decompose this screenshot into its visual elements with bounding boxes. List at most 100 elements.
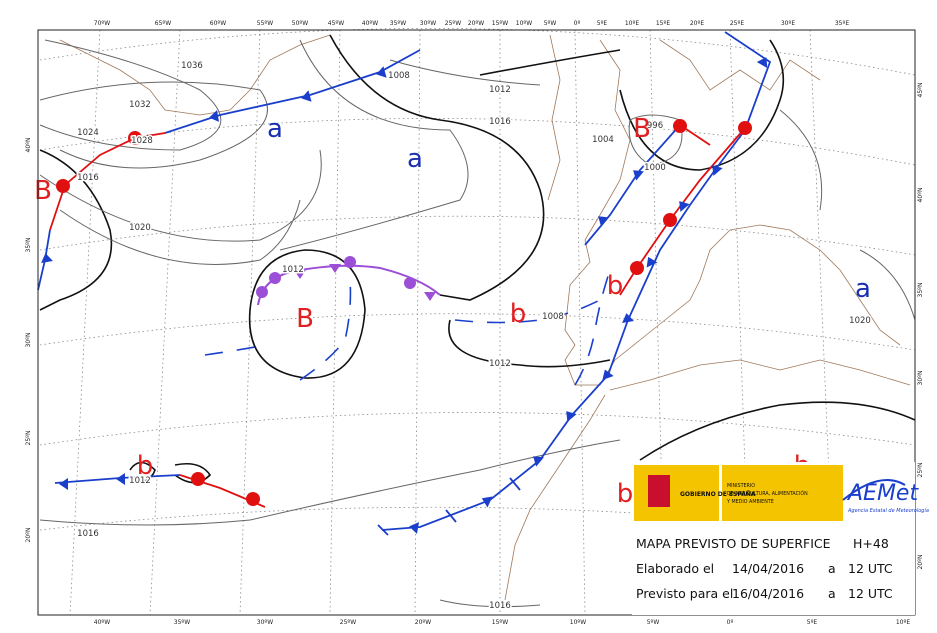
- lon-label: 60ºW: [210, 20, 226, 27]
- info-ministerio-3: Y MEDIO AMBIENTE: [726, 499, 774, 505]
- pressure-center: b: [137, 451, 154, 481]
- occluded-semicircle: [344, 256, 356, 268]
- cold-front-triangle: [602, 369, 614, 381]
- info-elaborado-time: 12 UTC: [848, 561, 893, 576]
- info-elaborado-a: a: [828, 561, 836, 576]
- isobar-label: 1036: [181, 61, 203, 71]
- pressure-center: a: [855, 274, 871, 304]
- cold-front-triangle: [59, 478, 68, 490]
- lon-label: 40ºW: [362, 20, 378, 27]
- info-ministerio-2: DE AGRICULTURA, ALIMENTACIÓN: [727, 490, 808, 497]
- cold-front-triangle: [598, 216, 609, 227]
- coat-of-arms: [648, 475, 670, 507]
- coastlines: [59, 34, 911, 601]
- info-previsto-date: 16/04/2016: [732, 586, 804, 601]
- cold-front-triangle: [712, 165, 723, 176]
- lon-label: 0º: [727, 619, 734, 626]
- cold-front-triangle: [409, 522, 420, 534]
- lon-label: 40ºW: [94, 619, 110, 626]
- lat-label: 30ºN: [917, 371, 924, 386]
- lon-label: 20ºW: [415, 619, 431, 626]
- lon-label: 35ºW: [174, 619, 190, 626]
- lon-label: 25ºE: [730, 20, 744, 27]
- info-title: MAPA PREVISTO DE SUPERFICE: [636, 536, 831, 551]
- isobar-label: 996: [647, 121, 663, 131]
- lon-label: 10ºW: [516, 20, 532, 27]
- lon-label: 10ºW: [570, 619, 586, 626]
- pressure-center: B: [34, 176, 52, 206]
- isobar-label: 1032: [129, 100, 151, 110]
- isobar-label: 1020: [849, 316, 871, 326]
- isobar-label: 1028: [131, 136, 153, 146]
- isobar-label: 1012: [489, 85, 511, 95]
- occluded-semicircle: [269, 272, 281, 284]
- isobar-label: 1008: [388, 71, 410, 81]
- lon-label: 65ºW: [155, 20, 171, 27]
- warm-front-semicircle: [663, 213, 677, 227]
- lon-label: 55ºW: [257, 20, 273, 27]
- cold-front-triangle: [301, 90, 312, 102]
- isobar-label: 1016: [77, 173, 99, 183]
- isobar-label: 1000: [644, 163, 666, 173]
- front-symbols: [41, 57, 768, 534]
- lat-label: 45ºN: [917, 83, 924, 98]
- info-previsto-label: Previsto para el: [636, 586, 733, 601]
- isobar-label: 1012: [282, 265, 304, 275]
- pressure-center: B: [296, 304, 314, 334]
- lat-label: 25ºN: [917, 463, 924, 478]
- lat-label: 40ºN: [25, 138, 32, 153]
- pressure-center: B: [633, 114, 651, 144]
- labels: 70ºW 65ºW 60ºW 55ºW 50ºW 45ºW 40ºW 35ºW 30ºW 25ºW…: [25, 20, 924, 626]
- lon-label: 30ºW: [420, 20, 436, 27]
- lon-label: 5ºW: [647, 619, 660, 626]
- lon-label: 35ºW: [390, 20, 406, 27]
- lat-label: 20ºN: [25, 528, 32, 543]
- lon-label: 25ºW: [340, 619, 356, 626]
- info-aemet-sub: Agencia Estatal de Meteorología: [847, 507, 929, 514]
- lon-label: 45ºW: [328, 20, 344, 27]
- isobar-label: 1020: [129, 223, 151, 233]
- pressure-center: a: [407, 144, 423, 174]
- warm-front-semicircle: [738, 121, 752, 135]
- info-elaborado-date: 14/04/2016: [732, 561, 804, 576]
- warm-front-semicircle: [56, 179, 70, 193]
- isobar-label: 1024: [77, 128, 99, 138]
- warm-front-semicircle: [128, 131, 142, 145]
- cold-front-triangle: [481, 496, 493, 508]
- lon-label: 5ºW: [544, 20, 557, 27]
- lon-label: 0º: [574, 20, 581, 27]
- occluded-semicircle: [404, 277, 416, 289]
- info-aemet: AEMet: [846, 481, 919, 506]
- pressure-center: b: [607, 271, 624, 301]
- info-previsto-a: a: [828, 586, 836, 601]
- lon-label: 20ºE: [690, 20, 704, 27]
- occluded-triangle: [424, 292, 436, 301]
- occluded-triangle: [329, 264, 341, 273]
- lat-label: 25ºN: [25, 431, 32, 446]
- cold-front-triangle: [41, 253, 53, 264]
- cold-front-triangle: [376, 66, 387, 78]
- map-frame: [37, 29, 916, 616]
- lon-label: 15ºW: [492, 619, 508, 626]
- isobar-label: 1016: [489, 601, 511, 611]
- cold-front-triangle: [633, 170, 644, 181]
- cold-front-triangle: [646, 256, 658, 268]
- isobar-label: 1016: [77, 529, 99, 539]
- isobar-label: 1004: [592, 135, 614, 145]
- lon-label: 10ºE: [625, 20, 639, 27]
- isobar-label: 1012: [129, 476, 151, 486]
- warm-front-semicircle: [673, 119, 687, 133]
- cold-front-triangle: [209, 110, 220, 122]
- cold-front-triangle: [756, 57, 768, 68]
- isobar-label: 1016: [489, 117, 511, 127]
- lon-label: 5ºE: [597, 20, 608, 27]
- lon-label: 30ºE: [781, 20, 795, 27]
- lat-label: 35ºN: [917, 283, 924, 298]
- warm-front-semicircle: [191, 472, 205, 486]
- isobar-label: 1008: [542, 312, 564, 322]
- isobar-label: 1012: [489, 359, 511, 369]
- warm-front-semicircle: [630, 261, 644, 275]
- lon-label: 30ºW: [257, 619, 273, 626]
- info-ministerio-1: MINISTERIO: [727, 483, 755, 489]
